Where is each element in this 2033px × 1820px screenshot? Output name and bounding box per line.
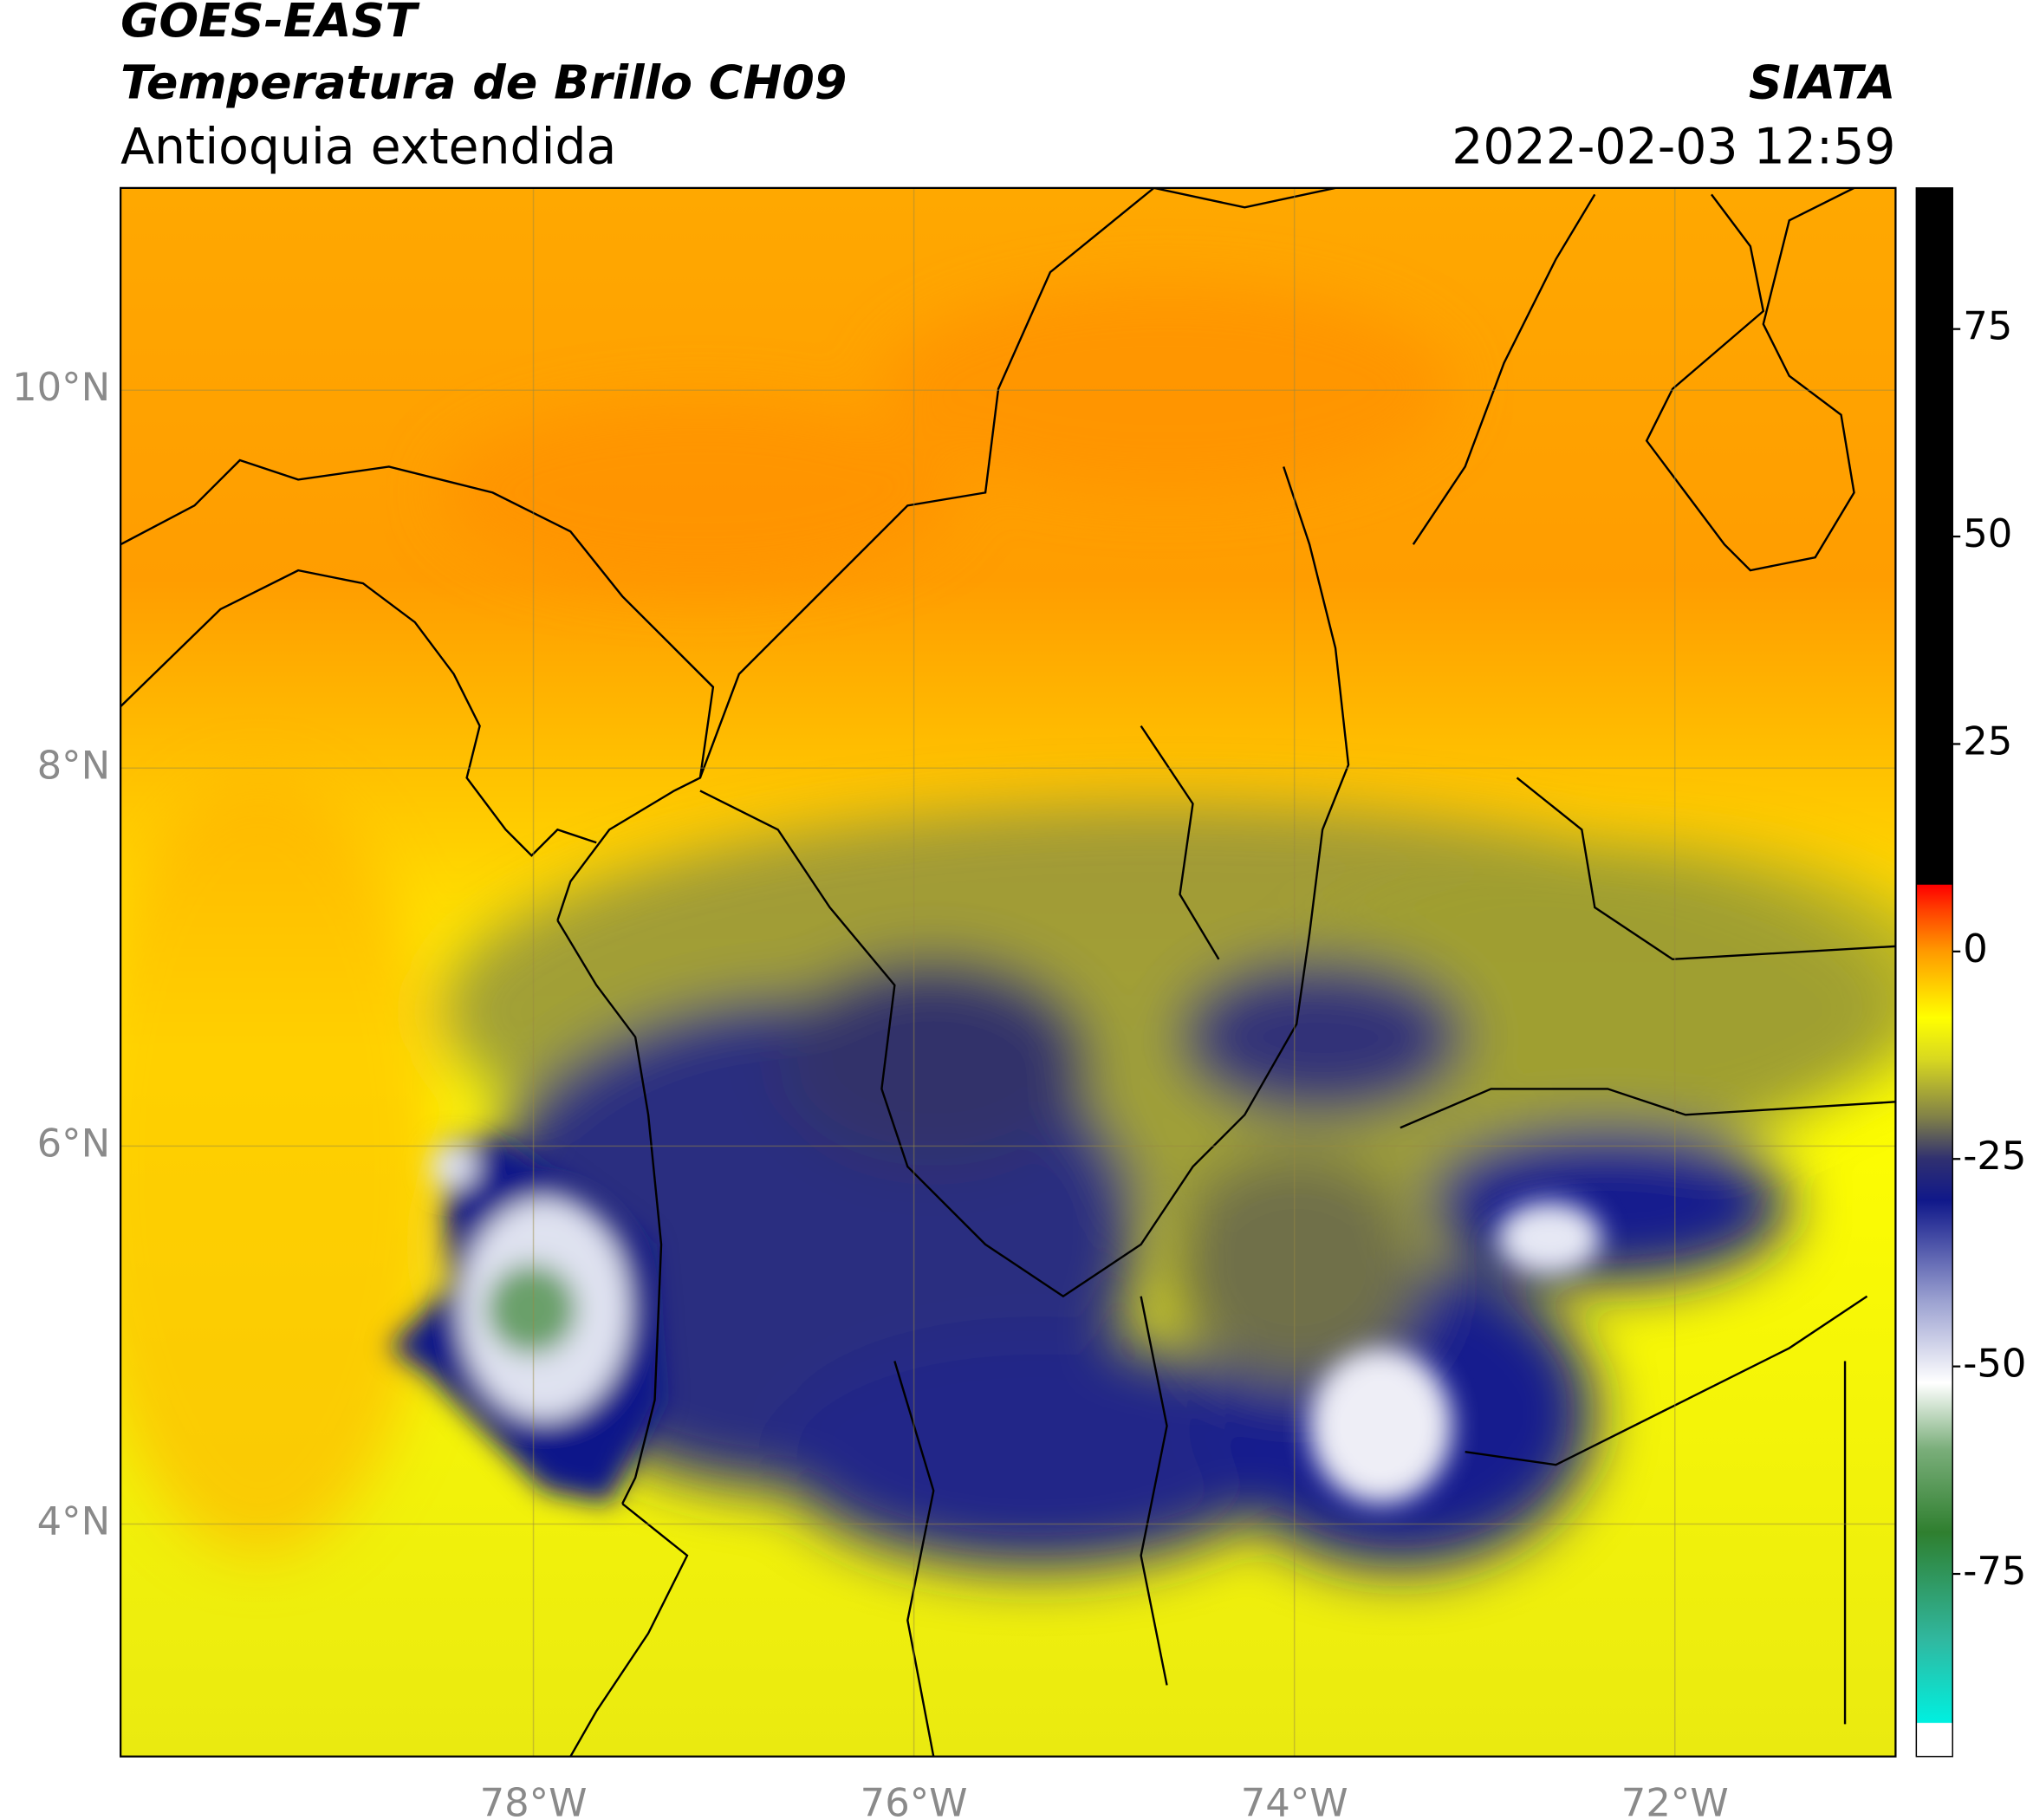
colorbar-tick-label: 75: [1963, 303, 2012, 349]
y-tick-label: 8°N: [37, 742, 111, 788]
title: GOES-EAST: [120, 0, 420, 48]
x-tick-label: 78°W: [480, 1780, 588, 1820]
datetime: 2022-02-03 12:59: [1452, 118, 1895, 175]
x-tick-label: 72°W: [1621, 1780, 1729, 1820]
colorbar-tick-label: 0: [1963, 926, 1988, 972]
subtitle: Temperatura de Brillo CH09: [120, 55, 847, 110]
coastlines: [120, 187, 1896, 1757]
agency: SIATA: [1749, 55, 1896, 110]
colorbar-tick-label: 50: [1963, 510, 2012, 556]
region: Antioquia extendida: [120, 118, 616, 175]
grid: [120, 187, 1896, 1757]
y-tick-label: 4°N: [37, 1498, 111, 1544]
satellite-image: [120, 187, 1896, 1757]
y-tick-label: 6°N: [37, 1120, 111, 1166]
colorbar-tick-label: 25: [1963, 718, 2012, 764]
colorbar-tick-label: -25: [1963, 1133, 2026, 1179]
colorbar-tick-label: -75: [1963, 1548, 2026, 1594]
colorbar-tick-label: -50: [1963, 1341, 2026, 1387]
x-tick-label: 74°W: [1241, 1780, 1348, 1820]
y-tick-label: 10°N: [12, 364, 110, 410]
map-frame: [120, 186, 1897, 1758]
x-tick-label: 76°W: [861, 1780, 968, 1820]
colorbar: [1915, 187, 1953, 1758]
